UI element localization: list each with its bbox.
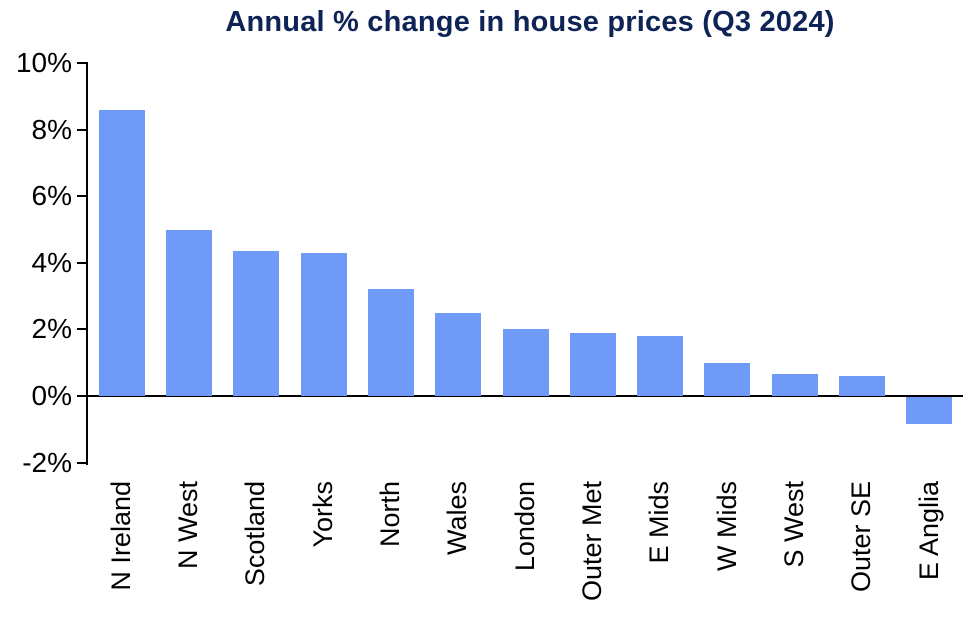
- x-label-cell: N Ireland: [88, 481, 155, 633]
- bar-outer-se: [839, 376, 886, 396]
- x-label-cell: S West: [761, 481, 828, 633]
- bar-n-west: [165, 229, 212, 396]
- bar-w-mids: [704, 362, 751, 396]
- y-axis-tick: [77, 395, 88, 397]
- x-label-cell: N West: [155, 481, 222, 633]
- y-axis-tick-label: 6%: [31, 180, 72, 212]
- x-label-cell: W Mids: [694, 481, 761, 633]
- bar-north: [367, 289, 414, 396]
- bar-london: [502, 329, 549, 396]
- bar-yorks: [300, 252, 347, 396]
- y-axis-tick-label: 8%: [31, 113, 72, 145]
- x-label-cell: E Mids: [627, 481, 694, 633]
- x-axis-category-label: London: [509, 481, 540, 572]
- x-axis-labels: N Ireland N West Scotland Yorks North Wales Lo…: [88, 481, 963, 633]
- x-label-cell: Outer SE: [828, 481, 895, 633]
- bar-s-west: [771, 374, 818, 396]
- y-axis-tick: [77, 62, 88, 64]
- x-axis-category-label: E Mids: [644, 481, 675, 564]
- x-axis-category-label: Outer Met: [577, 481, 607, 602]
- bar-e-anglia: [906, 397, 953, 424]
- x-axis-category-label: N West: [173, 481, 204, 570]
- x-label-cell: Scotland: [223, 481, 290, 633]
- zero-baseline: [86, 395, 963, 397]
- y-axis-tick: [77, 195, 88, 198]
- bar-outer-met: [569, 332, 616, 396]
- y-axis-tick-label: -2%: [22, 446, 72, 478]
- x-axis-category-label: W Mids: [711, 481, 742, 571]
- x-axis-category-label: N Ireland: [105, 481, 136, 591]
- bar-scotland: [233, 251, 280, 396]
- y-axis-tick: [77, 261, 88, 264]
- x-axis-category-label: S West: [778, 481, 809, 568]
- y-axis-tick: [77, 461, 88, 464]
- y-axis-tick: [77, 128, 88, 131]
- x-axis-category-label: Yorks: [307, 481, 338, 548]
- y-axis-tick-label: 4%: [31, 246, 72, 278]
- x-label-cell: Wales: [425, 481, 492, 633]
- x-label-cell: North: [357, 481, 424, 633]
- x-axis-category-label: Scotland: [240, 481, 271, 587]
- x-label-cell: Yorks: [290, 481, 357, 633]
- x-axis-category-label: Wales: [442, 481, 473, 556]
- x-axis-category-label: E Anglia: [913, 481, 944, 581]
- y-axis-tick-label: 2%: [31, 313, 72, 345]
- x-axis-category-label: Outer SE: [846, 481, 877, 593]
- bar-e-mids: [637, 336, 684, 396]
- x-axis-category-label: North: [375, 481, 406, 548]
- bar-wales: [435, 312, 482, 396]
- x-label-cell: Outer Met: [559, 481, 626, 633]
- y-axis-tick-label: 10%: [15, 47, 72, 78]
- bar-n-ireland: [98, 109, 145, 396]
- x-label-cell: E Anglia: [896, 481, 963, 633]
- y-axis-line: [86, 63, 88, 465]
- x-label-cell: London: [492, 481, 559, 633]
- chart-title: Annual % change in house prices (Q3 2024…: [225, 6, 835, 38]
- y-axis-tick: [77, 328, 88, 331]
- y-axis-tick-label: 0%: [31, 380, 72, 411]
